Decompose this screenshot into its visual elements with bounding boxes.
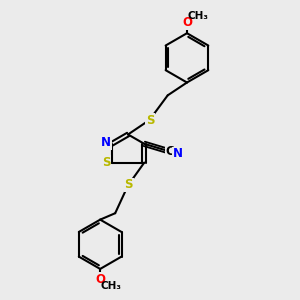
Text: CH₃: CH₃	[187, 11, 208, 21]
Text: CH₃: CH₃	[100, 281, 122, 291]
Text: N: N	[172, 147, 183, 160]
Text: C: C	[166, 145, 174, 158]
Text: N: N	[101, 136, 111, 149]
Text: S: S	[124, 178, 133, 191]
Text: O: O	[182, 16, 192, 29]
Text: S: S	[146, 114, 154, 127]
Text: O: O	[95, 273, 105, 286]
Text: S: S	[102, 156, 110, 169]
